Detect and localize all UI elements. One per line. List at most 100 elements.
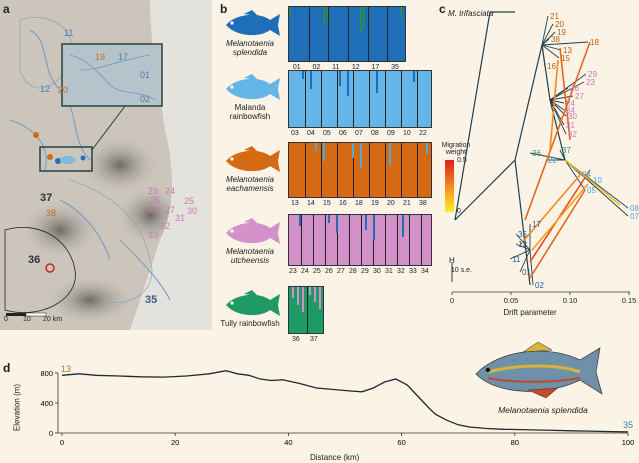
population-separator	[325, 215, 326, 265]
admixture-streak	[302, 287, 304, 312]
tree-tip-label: 24	[566, 99, 575, 108]
population-tick-label: 25	[313, 268, 321, 275]
fish-icon	[226, 218, 280, 244]
population-separator	[373, 215, 374, 265]
population-separator	[321, 71, 322, 127]
fish-icon	[226, 290, 280, 316]
population-separator	[417, 71, 418, 127]
colorbar-max: 0.5	[457, 157, 467, 164]
site-label: 11	[64, 28, 74, 38]
population-separator	[385, 143, 386, 197]
river	[29, 29, 91, 161]
panel-label-a: a	[3, 2, 10, 16]
admixture-streak	[413, 71, 415, 82]
admixture-streak	[302, 71, 304, 79]
admixture-streak	[347, 71, 349, 96]
admixture-streak	[402, 215, 404, 237]
admixture-streak	[310, 71, 312, 89]
mountain-shading	[20, 200, 100, 260]
population-tick-label: 20	[387, 200, 395, 207]
tree-branch	[515, 243, 531, 251]
drift-axis-label: Drift parameter	[503, 308, 557, 317]
x-tick-label: 100	[622, 438, 635, 447]
species-name: Malanda rainbowfish	[229, 103, 271, 121]
species-name: Melanotaenia eachamensis	[225, 175, 275, 193]
site-label: 29	[148, 186, 159, 196]
site-label: 20	[58, 85, 69, 95]
tree-branch	[541, 44, 546, 67]
tree-branch	[514, 159, 531, 286]
site-label: 26	[150, 195, 161, 205]
tree-branch	[549, 99, 565, 111]
site-label: 27	[165, 205, 176, 215]
map-panel: a 11 12 20 37 36 35 29 24 26 25 28 27 30 31 32 33 38 19 1…	[0, 0, 212, 330]
population-separator	[328, 7, 330, 61]
species-name: Melanotaenia utcheensis	[225, 247, 275, 265]
site-marker	[33, 132, 39, 138]
tree-tip-label: 32	[568, 130, 577, 139]
population-tick-label: 10	[403, 130, 411, 137]
se-label: 10 s.e.	[451, 267, 473, 274]
tree-tip-label: 17	[532, 220, 541, 229]
scale-tick-10: 10	[23, 316, 31, 323]
population-separator	[385, 71, 386, 127]
population-tick-label: 35	[391, 64, 399, 71]
elevation-line	[61, 370, 629, 433]
population-separator	[397, 215, 398, 265]
population-separator	[385, 215, 386, 265]
admixture-streak	[426, 143, 428, 154]
tree-tip-label: 30	[568, 112, 577, 121]
elevation-profile: 0 20 40 60 80 100 0 400 800	[40, 369, 635, 447]
tree-branch	[564, 159, 586, 191]
tree-branch	[541, 41, 589, 46]
admixture-streak	[376, 71, 378, 93]
drift-h-label: H	[449, 256, 455, 265]
zoom-box	[39, 146, 93, 172]
river	[69, 54, 156, 101]
admixture-streak	[336, 215, 338, 233]
population-separator	[409, 215, 410, 265]
x-tick-label: 40	[284, 438, 292, 447]
population-separator	[369, 71, 370, 127]
distance-axis-label: Distance (km)	[310, 453, 360, 462]
x-tick-label: 20	[171, 438, 179, 447]
population-tick-label: 17	[371, 64, 380, 71]
population-tick-label: 26	[325, 268, 333, 275]
population-tick-label: 12	[351, 64, 360, 71]
tree-tip-label: 37	[562, 146, 571, 155]
population-separator	[361, 215, 362, 265]
inset-site-label: 02	[140, 94, 151, 104]
inset-site-label: 01	[140, 70, 151, 80]
tree-tip-label: 38	[551, 35, 560, 44]
tree-tip-label: 36	[532, 149, 541, 158]
site-label: 32	[160, 221, 171, 231]
population-tick-label: 05	[323, 130, 331, 137]
tree-branch	[541, 38, 550, 46]
population-separator	[401, 143, 402, 197]
y-tick-label: 0	[49, 429, 53, 438]
admixture-streak	[292, 287, 294, 298]
population-tick-label: 15	[323, 200, 331, 207]
admixture-streak	[323, 143, 325, 161]
population-tick-label: 11	[332, 64, 340, 71]
tree-tip-label: 04	[582, 170, 591, 179]
population-tick-label: 18	[355, 200, 363, 207]
population-tick-label: 01	[292, 64, 301, 71]
drift-tick-label: 0.15	[621, 296, 637, 305]
population-tick-label: 34	[421, 268, 429, 275]
admixture-streak	[360, 7, 362, 32]
profile-start-site: 13	[61, 364, 72, 374]
panel-label-d: d	[3, 361, 11, 375]
admixture-streak	[352, 143, 354, 158]
population-separator	[401, 71, 402, 127]
population-separator	[313, 215, 314, 265]
population-separator	[307, 287, 308, 333]
admixture-streak	[297, 287, 299, 305]
site-marker	[55, 158, 61, 164]
site-label: 36	[28, 254, 41, 266]
terrain-map	[0, 0, 212, 330]
site-marker	[60, 156, 76, 164]
site-label: 30	[187, 206, 198, 216]
population-separator	[353, 143, 354, 197]
admixture-streak	[319, 287, 321, 309]
